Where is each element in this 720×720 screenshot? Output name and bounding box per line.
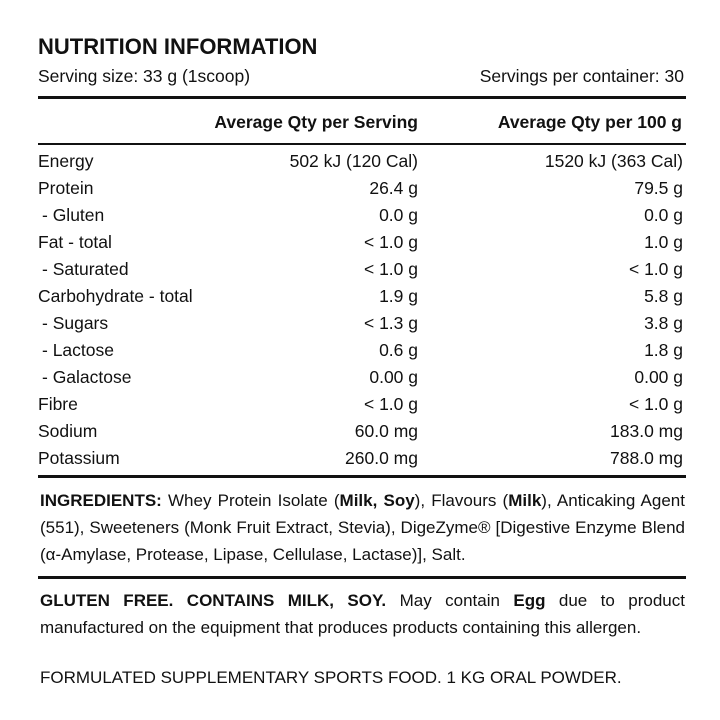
text-segment: GLUTEN FREE. CONTAINS MILK, SOY. bbox=[40, 591, 387, 610]
table-row: - Gluten 0.0 g 0.0 g bbox=[38, 202, 683, 228]
per-100g: 1.8 g bbox=[644, 340, 683, 360]
serving-size: Serving size: 33 g (1scoop) bbox=[38, 66, 251, 86]
text-segment: Egg bbox=[513, 591, 546, 610]
table-row: - Galactose 0.00 g 0.00 g bbox=[38, 364, 683, 390]
per-serving: 60.0 mg bbox=[354, 421, 418, 441]
per-serving: 0.6 g bbox=[379, 340, 418, 360]
text-segment: INGREDIENTS: bbox=[40, 491, 162, 510]
per-serving: 0.0 g bbox=[379, 205, 418, 225]
nutrient-label: - Gluten bbox=[42, 205, 105, 225]
nutrient-label: - Saturated bbox=[42, 259, 129, 279]
table-row: Energy 502 kJ (120 Cal) 1520 kJ (363 Cal) bbox=[38, 148, 683, 174]
nutrient-label: Fat - total bbox=[38, 232, 112, 252]
nutrient-label: - Lactose bbox=[42, 340, 114, 360]
per-100g: 0.0 g bbox=[644, 205, 683, 225]
text-segment: May contain bbox=[386, 591, 514, 610]
per-serving: 0.00 g bbox=[369, 367, 418, 387]
allergen-statement: GLUTEN FREE. CONTAINS MILK, SOY. May con… bbox=[40, 587, 685, 641]
title: NUTRITION INFORMATION bbox=[38, 34, 318, 59]
table-row: - Sugars < 1.3 g 3.8 g bbox=[38, 310, 683, 336]
per-serving: < 1.0 g bbox=[363, 394, 418, 414]
table-row: - Saturated < 1.0 g < 1.0 g bbox=[38, 256, 683, 282]
per-100g: 0.00 g bbox=[634, 367, 683, 387]
column-header: Average Qty per 100 g bbox=[497, 112, 682, 132]
text-segment: Milk, Soy bbox=[339, 491, 415, 510]
rule bbox=[38, 143, 686, 145]
per-100g: 3.8 g bbox=[644, 313, 683, 333]
per-100g: 183.0 mg bbox=[610, 421, 683, 441]
per-100g: 1.0 g bbox=[644, 232, 683, 252]
per-serving: < 1.0 g bbox=[363, 232, 418, 252]
per-serving: < 1.0 g bbox=[363, 259, 418, 279]
table-row: Sodium 60.0 mg 183.0 mg bbox=[38, 418, 683, 444]
nutrient-label: Protein bbox=[38, 178, 94, 198]
per-serving: 26.4 g bbox=[369, 178, 418, 198]
per-serving: 1.9 g bbox=[379, 286, 418, 306]
per-100g: 5.8 g bbox=[644, 286, 683, 306]
per-100g: < 1.0 g bbox=[628, 394, 683, 414]
table-row: Carbohydrate - total 1.9 g 5.8 g bbox=[38, 283, 683, 309]
per-100g: < 1.0 g bbox=[628, 259, 683, 279]
text-segment: Milk bbox=[508, 491, 542, 510]
nutrient-label: - Galactose bbox=[42, 367, 132, 387]
nutrient-label: Carbohydrate - total bbox=[38, 286, 193, 306]
per-100g: 1520 kJ (363 Cal) bbox=[544, 151, 683, 171]
table-row: Potassium 260.0 mg 788.0 mg bbox=[38, 445, 683, 471]
text-segment: Whey Protein Isolate ( bbox=[161, 491, 340, 510]
rule bbox=[38, 475, 686, 478]
per-100g: 788.0 mg bbox=[610, 448, 683, 468]
nutrient-label: Fibre bbox=[38, 394, 78, 414]
nutrient-label: - Sugars bbox=[42, 313, 109, 333]
per-serving: 260.0 mg bbox=[345, 448, 418, 468]
table-row: Fibre < 1.0 g < 1.0 g bbox=[38, 391, 683, 417]
per-100g: 79.5 g bbox=[634, 178, 683, 198]
column-header: Average Qty per Serving bbox=[214, 112, 418, 132]
table-row: - Lactose 0.6 g 1.8 g bbox=[38, 337, 683, 363]
rule bbox=[38, 576, 686, 579]
nutrient-label: Potassium bbox=[38, 448, 120, 468]
per-serving: 502 kJ (120 Cal) bbox=[289, 151, 418, 171]
text-segment: ), Flavours ( bbox=[414, 491, 509, 510]
nutrient-label: Sodium bbox=[38, 421, 98, 441]
text-segment: due to product manufactured on the equip… bbox=[40, 591, 685, 637]
table-row: Protein 26.4 g 79.5 g bbox=[38, 175, 683, 201]
table-row: Fat - total < 1.0 g 1.0 g bbox=[38, 229, 683, 255]
ingredients: INGREDIENTS: Whey Protein Isolate (Milk,… bbox=[40, 487, 685, 568]
servings-per-container: Servings per container: 30 bbox=[479, 66, 684, 86]
per-serving: < 1.3 g bbox=[363, 313, 418, 333]
text-segment: ), Anticaking Agent (551), Sweeteners (M… bbox=[40, 491, 685, 564]
product-description: FORMULATED SUPPLEMENTARY SPORTS FOOD. 1 … bbox=[40, 668, 622, 687]
nutrient-label: Energy bbox=[38, 151, 94, 171]
rule bbox=[38, 96, 686, 99]
